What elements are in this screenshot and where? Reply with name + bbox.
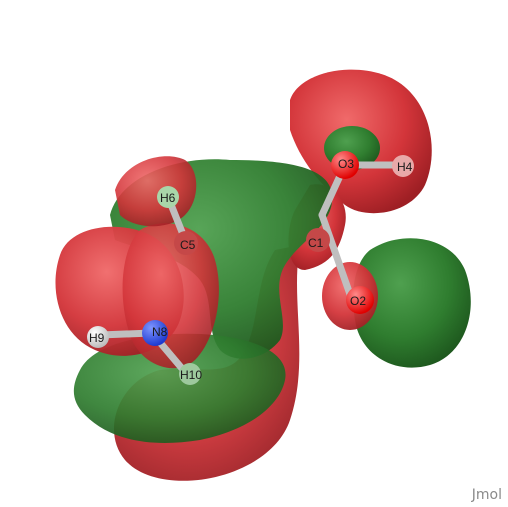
- atom-label-o3: O3: [338, 157, 354, 171]
- atom-label-o2: O2: [350, 294, 366, 308]
- atom-o3[interactable]: [331, 151, 359, 179]
- orbital-lobe-positive: [122, 223, 219, 369]
- atom-h4[interactable]: [392, 155, 414, 177]
- atom-o2[interactable]: [346, 286, 374, 314]
- orbital-lobe-positive: [115, 156, 197, 227]
- atom-label-h6: H6: [160, 191, 176, 205]
- atom-h10[interactable]: [179, 363, 201, 385]
- atom-labels: O3 H4 C1 O2 H6 C5 H9 N8 H10: [89, 157, 413, 382]
- orbital-lobe-negative: [73, 333, 286, 443]
- atom-label-h10: H10: [180, 368, 202, 382]
- jmol-watermark: Jmol: [471, 487, 502, 503]
- atom-label-c1: C1: [308, 236, 324, 250]
- atom-c1[interactable]: [306, 228, 330, 252]
- atom-h9[interactable]: [87, 326, 109, 348]
- atom-label-c5: C5: [180, 238, 196, 252]
- atom-h6[interactable]: [157, 186, 179, 208]
- atoms: [87, 151, 414, 385]
- atom-label-h9: H9: [89, 331, 105, 345]
- atom-c5[interactable]: [174, 231, 198, 255]
- atom-label-h4: H4: [397, 160, 413, 174]
- orbital-lobe-negative: [353, 238, 471, 368]
- atom-label-n8: N8: [152, 325, 168, 339]
- atom-n8[interactable]: [142, 320, 168, 346]
